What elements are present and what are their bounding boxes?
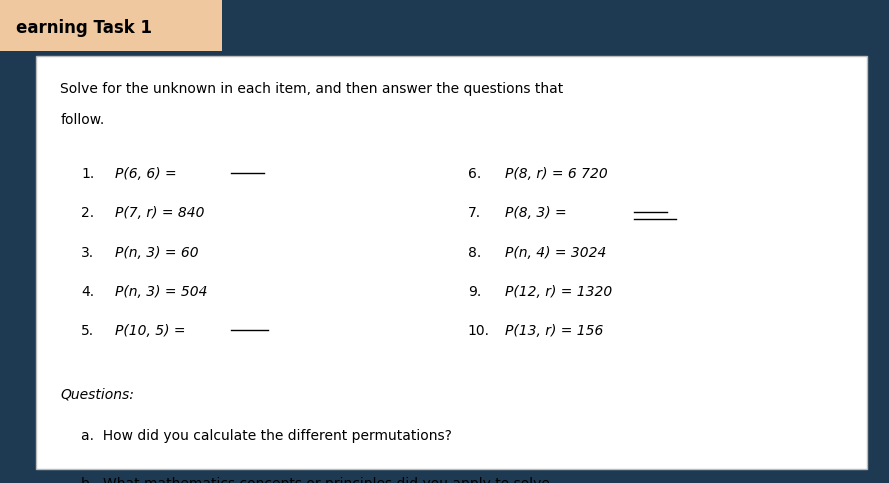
Text: 6.: 6.: [468, 167, 481, 181]
Text: earning Task 1: earning Task 1: [16, 19, 151, 37]
FancyBboxPatch shape: [0, 0, 222, 51]
Text: P(n, 3) = 504: P(n, 3) = 504: [115, 285, 207, 299]
Text: P(12, r) = 1320: P(12, r) = 1320: [505, 285, 613, 299]
Text: Questions:: Questions:: [60, 388, 134, 402]
Text: 5.: 5.: [81, 324, 94, 338]
Text: P(8, r) = 6 720: P(8, r) = 6 720: [505, 167, 608, 181]
Text: P(13, r) = 156: P(13, r) = 156: [505, 324, 604, 338]
Text: P(n, 4) = 3024: P(n, 4) = 3024: [505, 245, 606, 259]
Text: 7.: 7.: [468, 206, 481, 220]
Text: 8.: 8.: [468, 245, 481, 259]
Text: follow.: follow.: [60, 114, 105, 128]
Text: P(n, 3) = 60: P(n, 3) = 60: [115, 245, 198, 259]
Text: a.  How did you calculate the different permutations?: a. How did you calculate the different p…: [81, 429, 453, 443]
Text: P(7, r) = 840: P(7, r) = 840: [115, 206, 204, 220]
Text: 2.: 2.: [81, 206, 94, 220]
Text: 1.: 1.: [81, 167, 94, 181]
Text: 9.: 9.: [468, 285, 481, 299]
Text: 4.: 4.: [81, 285, 94, 299]
Text: 10.: 10.: [468, 324, 490, 338]
Text: Solve for the unknown in each item, and then answer the questions that: Solve for the unknown in each item, and …: [60, 83, 564, 97]
Text: 3.: 3.: [81, 245, 94, 259]
Text: P(8, 3) =: P(8, 3) =: [505, 206, 572, 220]
Text: P(10, 5) =: P(10, 5) =: [115, 324, 189, 338]
Text: b.  What mathematics concepts or principles did you apply to solve: b. What mathematics concepts or principl…: [81, 477, 550, 483]
Text: P(6, 6) =: P(6, 6) =: [115, 167, 180, 181]
FancyBboxPatch shape: [36, 56, 867, 469]
